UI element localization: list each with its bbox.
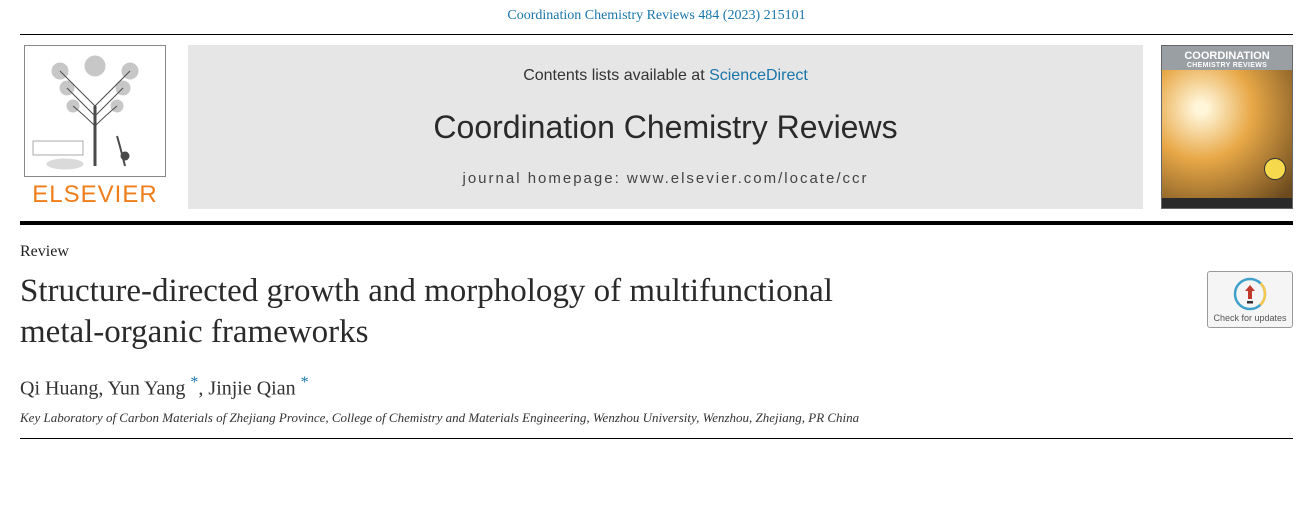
publisher-logo-block: ELSEVIER — [20, 45, 170, 209]
top-divider — [20, 34, 1293, 35]
author-2: Yun Yang — [108, 377, 186, 399]
header-banner: ELSEVIER Contents lists available at Sci… — [20, 45, 1293, 209]
contents-available-line: Contents lists available at ScienceDirec… — [523, 67, 808, 85]
affiliation: Key Laboratory of Carbon Materials of Zh… — [20, 410, 1293, 426]
title-row: Structure-directed growth and morphology… — [20, 271, 1293, 354]
check-updates-label: Check for updates — [1213, 313, 1286, 323]
citation-header: Coordination Chemistry Reviews 484 (2023… — [20, 0, 1293, 34]
contents-prefix: Contents lists available at — [523, 67, 709, 84]
article-title: Structure-directed growth and morphology… — [20, 271, 920, 354]
check-updates-button[interactable]: Check for updates — [1207, 271, 1293, 328]
center-banner: Contents lists available at ScienceDirec… — [188, 45, 1143, 209]
journal-name: Coordination Chemistry Reviews — [433, 109, 897, 146]
author-3: Jinjie Qian — [208, 377, 295, 399]
corresponding-mark-2[interactable]: * — [301, 374, 309, 391]
corresponding-mark-1[interactable]: * — [190, 374, 198, 391]
bottom-divider — [20, 438, 1293, 439]
journal-cover-thumbnail: COORDINATION CHEMISTRY REVIEWS — [1161, 45, 1293, 209]
cover-artwork — [1162, 70, 1292, 198]
author-1: Qi Huang — [20, 377, 98, 399]
cover-subtitle: CHEMISTRY REVIEWS — [1162, 62, 1292, 69]
authors-line: Qi Huang, Yun Yang *, Jinjie Qian * — [20, 374, 1293, 401]
thick-divider — [20, 221, 1293, 225]
publisher-name: ELSEVIER — [32, 181, 157, 209]
cover-title: COORDINATION — [1184, 50, 1269, 62]
cover-footer-bar — [1162, 198, 1292, 208]
journal-homepage: journal homepage: www.elsevier.com/locat… — [463, 170, 869, 187]
article-type: Review — [20, 243, 1293, 261]
crossmark-icon — [1233, 277, 1267, 311]
cover-title-bar: COORDINATION CHEMISTRY REVIEWS — [1161, 46, 1293, 70]
sciencedirect-link[interactable]: ScienceDirect — [709, 67, 808, 84]
elsevier-tree-icon — [24, 45, 166, 177]
cover-badge-icon — [1264, 158, 1286, 180]
